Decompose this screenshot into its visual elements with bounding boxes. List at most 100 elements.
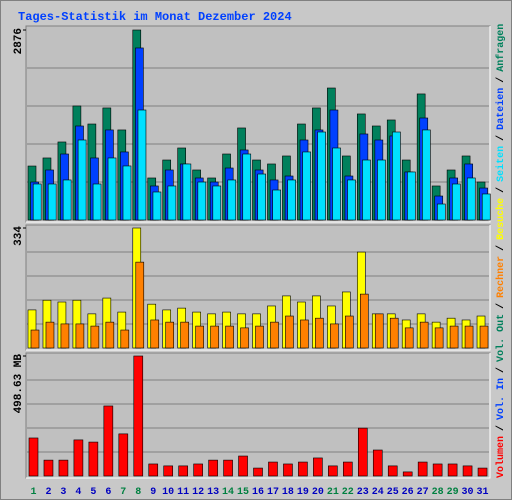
- bar: [75, 323, 85, 349]
- bar: [45, 321, 55, 349]
- bar: [387, 465, 398, 477]
- bar: [372, 449, 383, 477]
- bar: [332, 147, 341, 221]
- bar: [343, 461, 353, 477]
- legend-entry: Rechner: [495, 256, 507, 298]
- bar: [148, 463, 159, 477]
- bar: [359, 293, 369, 349]
- bar: [389, 317, 399, 349]
- bar: [32, 183, 42, 221]
- bar: [60, 323, 70, 349]
- bar: [92, 183, 102, 221]
- x-tick-label: 3: [60, 487, 66, 498]
- bar: [195, 325, 204, 349]
- legend-entry: Volumen: [495, 436, 507, 478]
- x-tick-label: 12: [192, 487, 204, 498]
- bar: [30, 329, 40, 349]
- bar: [208, 459, 218, 477]
- bar: [223, 459, 233, 477]
- bar: [105, 321, 115, 349]
- legend-separator: /: [495, 187, 507, 193]
- bar: [137, 109, 147, 221]
- panel: [25, 352, 491, 479]
- bar: [300, 319, 309, 349]
- bar: [90, 325, 100, 349]
- x-tick-label: 31: [477, 487, 489, 498]
- x-tick-label: 11: [177, 487, 189, 498]
- bar: [135, 261, 145, 349]
- x-tick-label: 4: [75, 487, 81, 498]
- bar: [178, 465, 188, 477]
- bar: [163, 465, 174, 477]
- bar: [122, 165, 132, 221]
- x-tick-label: 6: [105, 487, 111, 498]
- bar: [392, 131, 401, 221]
- bar: [227, 179, 237, 221]
- x-tick-label: 21: [327, 487, 339, 498]
- legend-entry: Besuche: [495, 198, 507, 240]
- x-tick-label: 8: [135, 487, 141, 498]
- bar: [357, 427, 368, 477]
- bar: [73, 439, 84, 477]
- bar: [362, 159, 371, 221]
- bar: [287, 179, 296, 221]
- bar: [477, 467, 488, 477]
- legend-separator: /: [495, 77, 507, 83]
- bar: [28, 437, 39, 477]
- bar: [255, 325, 264, 349]
- bar: [449, 325, 459, 349]
- bar: [270, 321, 279, 349]
- bar: [58, 459, 69, 477]
- bar: [437, 203, 446, 221]
- bar: [315, 317, 324, 349]
- bar: [407, 171, 416, 221]
- bar: [150, 319, 160, 349]
- bar: [133, 355, 144, 477]
- bar: [402, 471, 413, 477]
- bar: [451, 183, 461, 221]
- bar: [434, 327, 444, 349]
- bar: [238, 455, 248, 477]
- x-tick-label: 25: [387, 487, 399, 498]
- bar: [447, 463, 458, 477]
- x-tick-label: 14: [222, 487, 234, 498]
- bar: [479, 325, 489, 349]
- x-tick-label: 15: [237, 487, 249, 498]
- x-tick-label: 16: [252, 487, 264, 498]
- bar: [464, 325, 474, 349]
- bar: [62, 179, 72, 221]
- chart-title: Tages-Statistik im Monat Dezember 2024: [18, 10, 292, 24]
- bar: [268, 461, 278, 477]
- bar: [317, 131, 326, 221]
- bar: [212, 185, 222, 221]
- bar: [313, 457, 323, 477]
- bar: [302, 151, 311, 221]
- bar: [253, 467, 263, 477]
- legend-entry: Vol. In: [495, 378, 507, 420]
- bar: [182, 163, 192, 221]
- panel-edge: [26, 353, 491, 479]
- x-tick-label: 7: [120, 487, 126, 498]
- bar: [417, 461, 428, 477]
- x-tick-label: 2: [45, 487, 51, 498]
- bar: [167, 185, 177, 221]
- legend-separator: /: [495, 303, 507, 309]
- bar: [462, 465, 473, 477]
- bar: [47, 183, 57, 221]
- bar: [330, 323, 339, 349]
- bar: [120, 329, 130, 349]
- legend-entry: Anfragen: [495, 24, 507, 72]
- legend-entry: Dateien: [495, 88, 507, 130]
- bar: [466, 177, 476, 221]
- x-tick-label: 10: [162, 487, 174, 498]
- x-tick-label: 20: [312, 487, 324, 498]
- legend-separator: /: [495, 135, 507, 141]
- x-tick-label: 18: [282, 487, 294, 498]
- legend-separator: /: [495, 245, 507, 251]
- panel-edge: [26, 225, 491, 351]
- x-tick-label: 13: [207, 487, 219, 498]
- bar: [77, 139, 87, 221]
- x-tick-label: 30: [462, 487, 474, 498]
- x-tick-label: 22: [342, 487, 354, 498]
- x-tick-label: 19: [297, 487, 309, 498]
